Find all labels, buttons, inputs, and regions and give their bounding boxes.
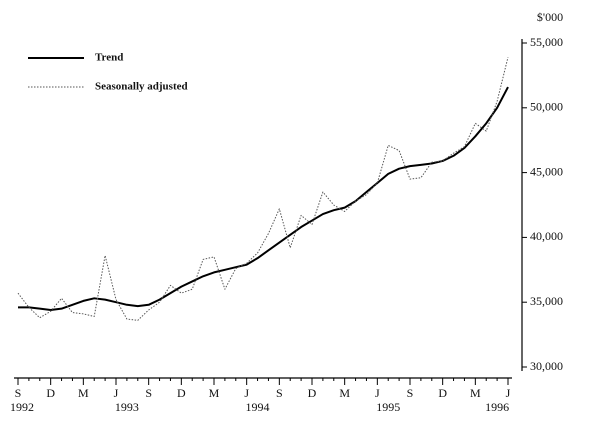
y-tick-label: 45,000 [530,164,563,178]
x-tick-label: D [46,386,55,400]
x-tick-label: J [244,386,249,400]
x-tick-label: S [276,386,283,400]
y-axis-label: $'000 [537,10,563,24]
y-tick-label: 50,000 [530,100,563,114]
x-tick-label: M [470,386,481,400]
y-tick-label: 30,000 [530,359,563,373]
x-tick-label: D [177,386,186,400]
x-tick-label: M [339,386,350,400]
y-tick-label: 35,000 [530,294,563,308]
year-label: 1996 [485,400,509,414]
year-label: 1993 [115,400,139,414]
x-tick-label: S [15,386,22,400]
x-tick-label: D [438,386,447,400]
x-tick-label: M [78,386,89,400]
y-tick-label: 40,000 [530,229,563,243]
series-line [18,86,509,311]
x-tick-label: J [114,386,119,400]
legend-label: Seasonally adjusted [95,81,188,93]
year-label: 1994 [246,400,270,414]
x-tick-label: J [375,386,380,400]
x-tick-label: S [407,386,414,400]
year-label: 1992 [10,400,34,414]
x-tick-label: D [308,386,317,400]
x-tick-label: M [209,386,220,400]
x-tick-label: S [145,386,152,400]
series-line [17,57,509,321]
y-tick-label: 55,000 [530,35,563,49]
x-tick-label: J [506,386,511,400]
legend-label: Trend [95,52,123,64]
year-label: 1995 [376,400,400,414]
